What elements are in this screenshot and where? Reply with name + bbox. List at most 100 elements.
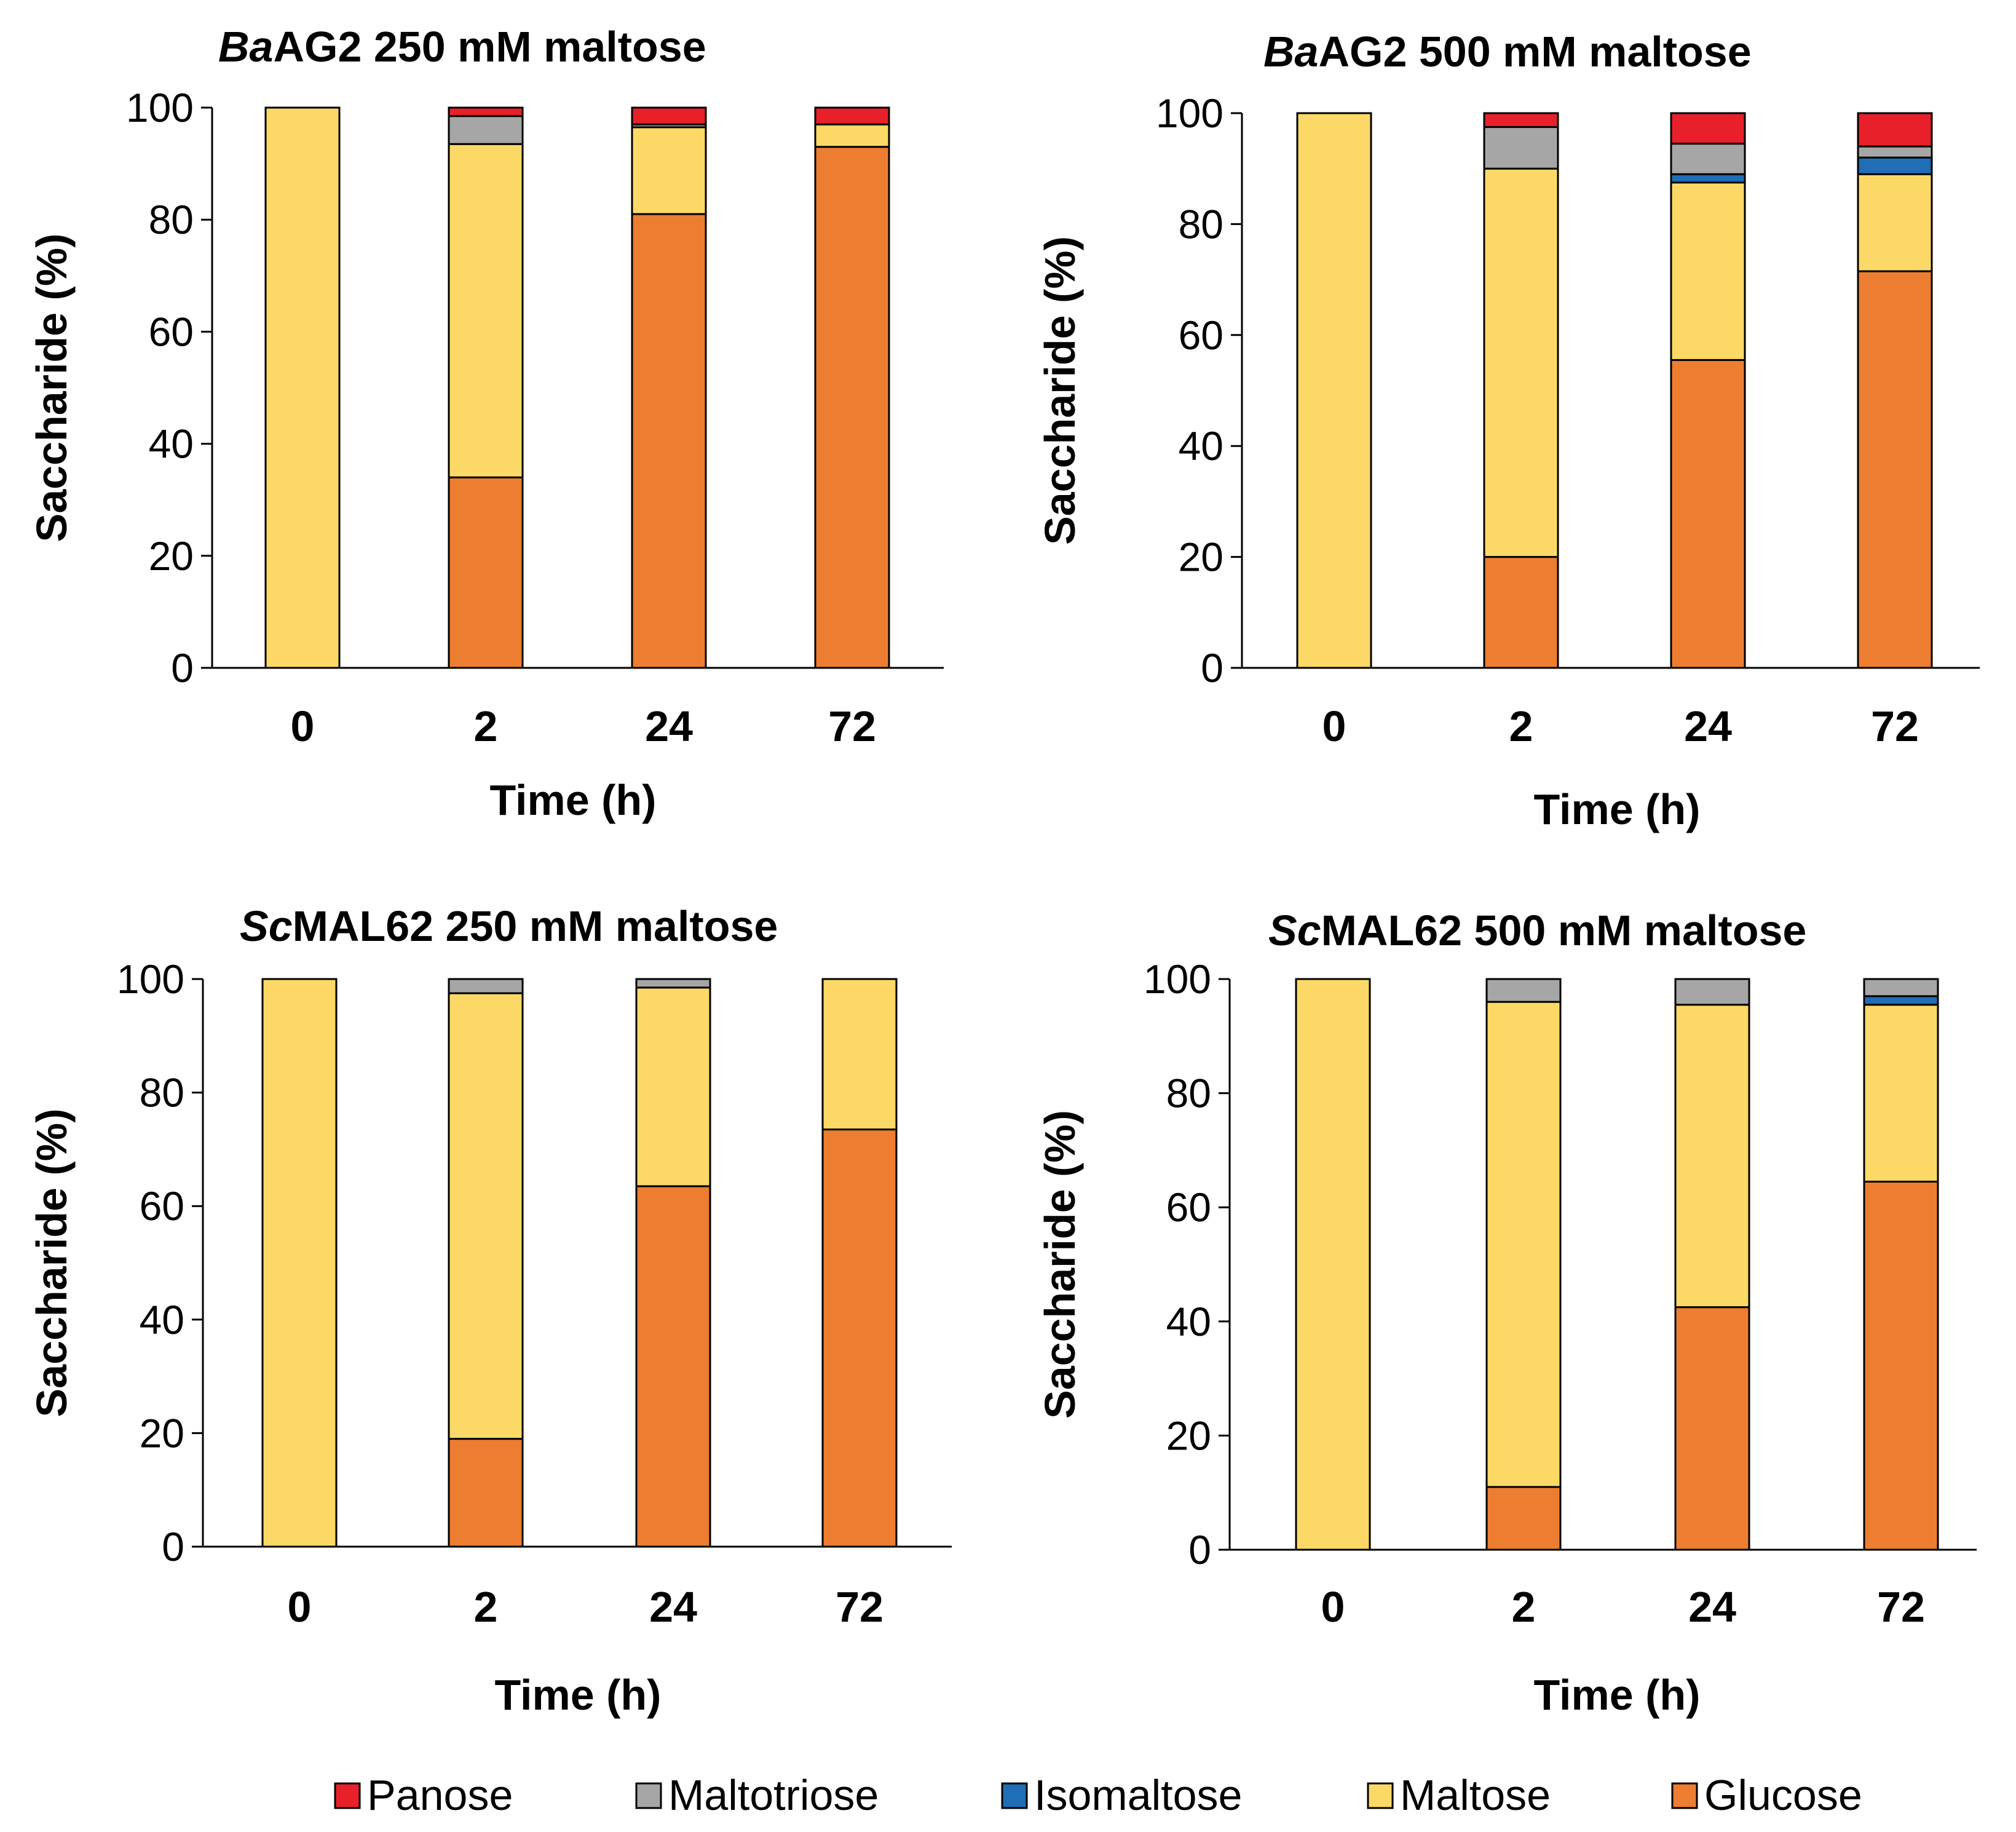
y-tick-label: 40 xyxy=(140,1297,184,1342)
bar-glucose-t2 xyxy=(448,476,524,669)
x-tick-label: 0 xyxy=(291,702,315,750)
bar-glucose-t24 xyxy=(635,1185,711,1548)
y-tick-label: 80 xyxy=(140,1070,184,1116)
legend-swatch-maltose xyxy=(1367,1782,1394,1809)
bar-maltose-t0 xyxy=(1295,978,1371,1551)
bar-maltose-t2 xyxy=(448,992,524,1440)
legend-label-maltose: Maltose xyxy=(1400,1771,1551,1819)
chart-title: ScMAL62 250 mM maltose xyxy=(240,902,778,950)
chart-title-italic: Sc xyxy=(240,902,293,950)
x-tick-label: 24 xyxy=(645,702,693,750)
legend-label-isomaltose: Isomaltose xyxy=(1034,1771,1242,1819)
bar-maltose-t72 xyxy=(814,123,890,148)
bar-glucose-t72 xyxy=(1863,1180,1939,1551)
x-tick-label: 72 xyxy=(836,1583,883,1631)
bar-glucose-t24 xyxy=(631,213,707,669)
y-axis-label: Saccharide (%) xyxy=(1036,1110,1084,1419)
bar-maltotriose-t24 xyxy=(635,978,711,989)
bar-maltotriose-t24 xyxy=(1674,978,1750,1006)
x-tick-label: 2 xyxy=(1512,1583,1536,1631)
y-tick-label: 0 xyxy=(1201,645,1223,691)
legend-swatch-panose xyxy=(334,1782,361,1809)
y-axis-label: Saccharide (%) xyxy=(28,1109,76,1418)
y-tick-label: 100 xyxy=(1156,90,1223,136)
bar-maltose-t24 xyxy=(1670,181,1746,361)
bar-glucose-t72 xyxy=(1857,270,1933,669)
bar-maltotriose-t2 xyxy=(448,978,524,994)
x-tick-label: 2 xyxy=(474,702,498,750)
x-tick-label: 24 xyxy=(1688,1583,1736,1631)
x-tick-label: 0 xyxy=(1322,702,1346,750)
bar-maltose-t24 xyxy=(1674,1004,1750,1309)
bar-maltose-t0 xyxy=(1296,112,1372,669)
bar-panose-t2 xyxy=(448,106,524,117)
bar-glucose-t2 xyxy=(448,1438,524,1548)
bar-maltose-t0 xyxy=(261,978,338,1548)
x-tick-label: 0 xyxy=(1321,1583,1345,1631)
y-tick-label: 0 xyxy=(171,645,194,691)
chart-baag2-250mm: BaAG2 250 mM maltose 0 2 24 72 0 20 40 60 80 100 Sa… xyxy=(28,23,944,824)
y-tick-label: 40 xyxy=(149,421,194,467)
x-tick-label: 24 xyxy=(1684,702,1732,750)
y-tick-label: 100 xyxy=(126,85,194,130)
x-tick-label: 72 xyxy=(828,702,876,750)
bar-isomaltose-t72 xyxy=(1857,156,1933,175)
chart-title-italic: Sc xyxy=(1268,906,1321,954)
bar-maltotriose-t2 xyxy=(1483,126,1559,170)
y-tick-label: 0 xyxy=(162,1524,184,1569)
y-tick-label: 20 xyxy=(1179,534,1223,580)
bar-maltose-t72 xyxy=(1863,1004,1939,1183)
bar-maltose-t2 xyxy=(1485,1001,1562,1488)
y-tick-label: 40 xyxy=(1179,423,1223,469)
chart-title-italic: Ba xyxy=(218,23,273,71)
chart-title-italic: Ba xyxy=(1263,28,1318,76)
x-tick-label: 2 xyxy=(1509,702,1533,750)
y-tick-label: 20 xyxy=(1166,1413,1211,1458)
bar-maltose-t24 xyxy=(631,126,707,215)
bar-maltotriose-t72 xyxy=(1863,978,1939,997)
legend-swatch-maltotriose xyxy=(635,1782,662,1809)
legend-label-glucose: Glucose xyxy=(1704,1771,1862,1819)
bar-glucose-t2 xyxy=(1483,556,1559,669)
y-tick-label: 60 xyxy=(149,309,194,354)
y-axis-label: Saccharide (%) xyxy=(28,234,76,542)
y-tick-label: 100 xyxy=(117,956,184,1002)
bar-maltose-t24 xyxy=(635,986,711,1188)
x-axis-label: Time (h) xyxy=(1534,1671,1701,1719)
bar-maltose-t72 xyxy=(1857,173,1933,272)
y-tick-label: 100 xyxy=(1144,956,1211,1002)
x-axis-label: Time (h) xyxy=(490,776,657,824)
legend: Panose Maltotriose Isomaltose Maltose Glucos… xyxy=(334,1771,1862,1819)
bar-maltotriose-t2 xyxy=(1485,978,1562,1003)
bar-panose-t2 xyxy=(1483,112,1559,129)
chart-title: BaAG2 250 mM maltose xyxy=(218,23,706,71)
x-tick-label: 72 xyxy=(1877,1583,1925,1631)
legend-label-panose: Panose xyxy=(367,1771,513,1819)
bar-maltose-t2 xyxy=(448,143,524,478)
chart-title-rest: MAL62 500 mM maltose xyxy=(1321,906,1807,954)
chart-scmal62-250mm: ScMAL62 250 mM maltose 0 2 24 72 0 20 40 60 80 100… xyxy=(28,902,952,1719)
y-tick-label: 80 xyxy=(1166,1071,1211,1116)
bar-maltotriose-t72 xyxy=(1857,145,1933,159)
bar-glucose-t24 xyxy=(1674,1306,1750,1551)
y-tick-label: 60 xyxy=(140,1183,184,1229)
y-axis-label: Saccharide (%) xyxy=(1036,236,1084,545)
x-tick-label: 2 xyxy=(474,1583,498,1631)
x-axis-label: Time (h) xyxy=(1534,785,1701,833)
bar-glucose-t72 xyxy=(821,1128,898,1548)
y-tick-label: 20 xyxy=(140,1410,184,1456)
bar-panose-t24 xyxy=(631,106,707,125)
y-tick-label: 60 xyxy=(1179,312,1223,358)
bar-isomaltose-t24 xyxy=(1670,173,1746,184)
chart-title-rest: AG2 250 mM maltose xyxy=(273,23,706,71)
y-tick-label: 60 xyxy=(1166,1184,1211,1230)
legend-swatch-glucose xyxy=(1671,1782,1698,1809)
bar-glucose-t24 xyxy=(1670,359,1746,669)
y-tick-label: 80 xyxy=(1179,201,1223,247)
bar-maltose-t0 xyxy=(264,106,341,669)
chart-title-rest: AG2 500 mM maltose xyxy=(1318,28,1751,76)
x-tick-label: 72 xyxy=(1871,702,1919,750)
x-axis-label: Time (h) xyxy=(495,1671,662,1719)
bar-maltose-t2 xyxy=(1483,167,1559,558)
